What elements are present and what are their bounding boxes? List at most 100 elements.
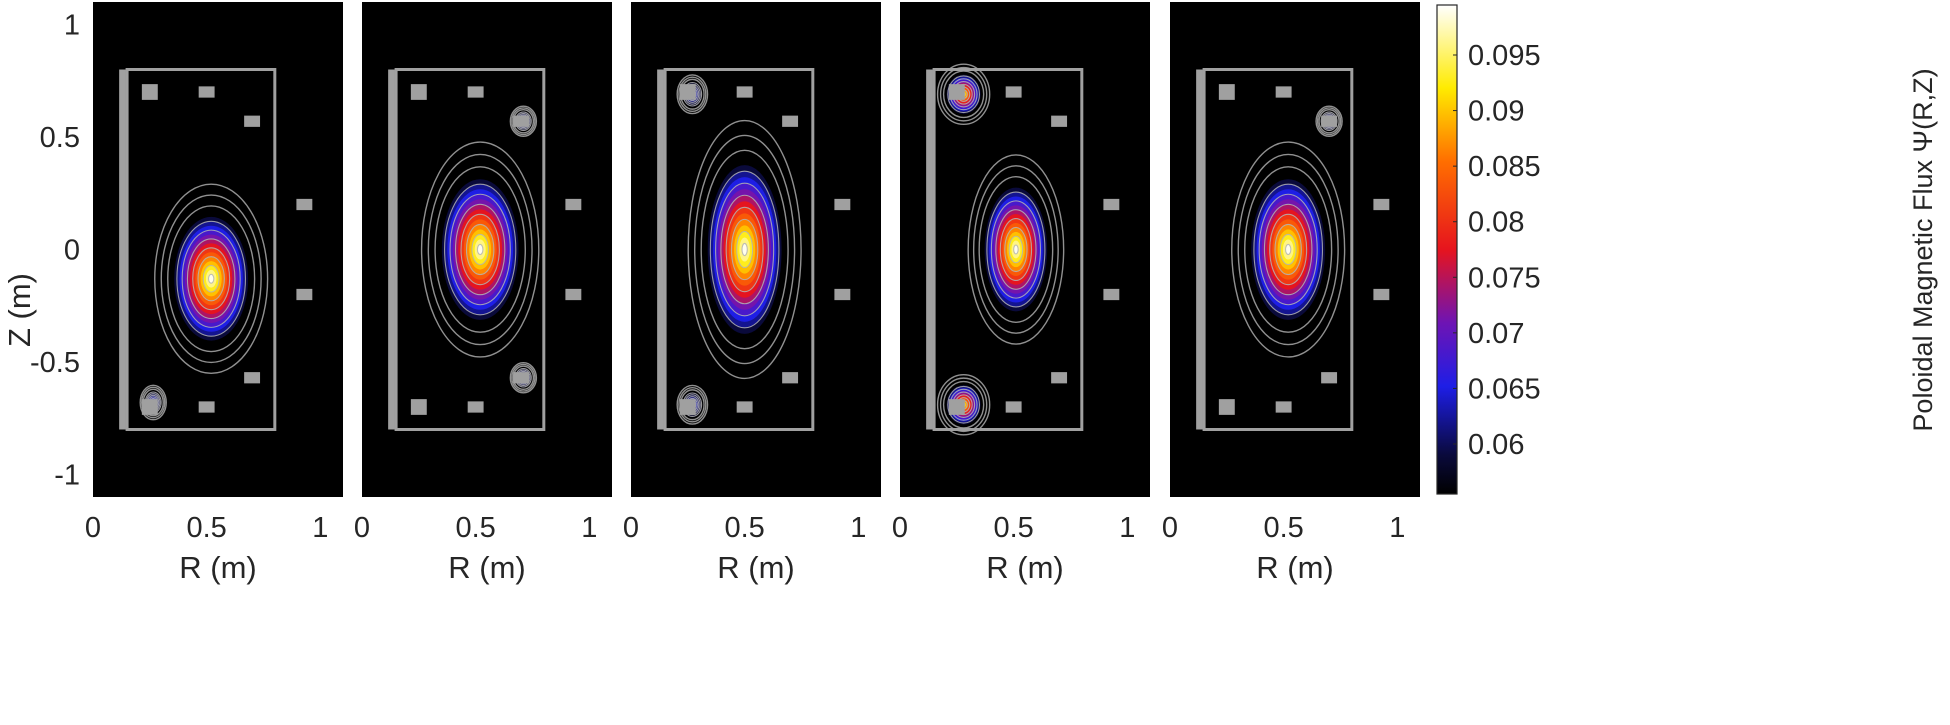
x-tick-label: 0.5: [993, 512, 1033, 544]
x-tick-label: 1: [1119, 512, 1135, 544]
y-tick-label: -1: [54, 460, 80, 492]
x-axis-label: R (m): [448, 550, 525, 585]
panel-3: 0 0.5 1 R (m): [623, 2, 881, 585]
flux-contour-outer: [687, 119, 802, 380]
x-tick-label: 0: [892, 512, 908, 544]
pf-coil: [1103, 288, 1120, 301]
pf-coil: [1321, 372, 1338, 384]
flux-contour-outer: [978, 176, 1054, 323]
flux-contour-outer: [434, 166, 526, 333]
panel-4: 0 0.5 1 R (m): [892, 2, 1150, 585]
y-tick-label: 1: [64, 10, 80, 42]
flux-contour: [1284, 243, 1292, 256]
pf-coil: [782, 115, 799, 127]
pf-coil: [565, 288, 582, 301]
pf-coil: [782, 372, 799, 384]
x-tick-label: 0: [354, 512, 370, 544]
flux-contour-outer: [936, 63, 991, 126]
flux-contour-outer: [509, 105, 538, 137]
vessel-wall: [932, 68, 1084, 431]
flux-contour-outer: [972, 165, 1059, 334]
flux-contour-outer: [939, 66, 988, 122]
colorbar-tick-label: 0.065: [1468, 373, 1541, 405]
x-tick-label: 0.5: [455, 512, 495, 544]
colorbar: 0.06 0.065 0.07 0.075 0.08 0.085 0.09 0.095 Polo…: [1436, 4, 1938, 495]
flux-contour-outer: [676, 384, 709, 425]
y-axis-label: Z (m): [2, 273, 37, 347]
x-tick-label: 0: [623, 512, 639, 544]
pf-coil: [1275, 401, 1292, 413]
central-solenoid: [926, 69, 933, 430]
pf-coil: [296, 288, 313, 301]
panel-1: 0 0.5 1 R (m): [85, 2, 343, 585]
pf-coil: [565, 198, 582, 211]
pf-coil: [834, 288, 851, 301]
pf-coil: [513, 372, 530, 384]
flux-contour-outer: [1318, 108, 1340, 134]
flux-contour: [1013, 244, 1019, 255]
pf-coil: [1321, 115, 1338, 127]
x-axis-label: R (m): [717, 550, 794, 585]
x-tick-label: 1: [850, 512, 866, 544]
pf-coil: [736, 401, 753, 413]
pf-coil: [1051, 372, 1068, 384]
flux-contour-outer: [141, 386, 166, 419]
pf-coil: [244, 372, 261, 384]
vessel-wall: [125, 68, 277, 431]
pf-coil: [679, 399, 696, 415]
flux-contour-outer: [154, 183, 269, 374]
pf-coil: [1005, 86, 1022, 98]
flux-contour-outer: [939, 377, 988, 433]
pf-coil: [244, 115, 261, 127]
flux-contour-outer: [420, 141, 540, 358]
y-tick-label: -0.5: [30, 347, 80, 379]
pf-coil: [296, 198, 313, 211]
flux-contour-outer: [942, 70, 985, 119]
flux-contour-outer: [694, 134, 796, 365]
flux-contour-outer: [1315, 105, 1343, 137]
colorbar-tick-label: 0.085: [1468, 151, 1541, 183]
colorbar-tick-label: 0.07: [1468, 318, 1524, 350]
flux-contour: [476, 243, 484, 256]
pf-coil: [1373, 198, 1390, 211]
pf-coil: [948, 84, 965, 100]
pf-coil: [679, 84, 696, 100]
central-solenoid: [119, 69, 126, 430]
flux-field: [1231, 105, 1346, 358]
pf-coil: [1103, 198, 1120, 211]
panel-5: 0 0.5 1 R (m): [1162, 2, 1420, 585]
y-tick-label: 0: [64, 235, 80, 267]
central-solenoid: [388, 69, 395, 430]
flux-contour-outer: [936, 373, 991, 436]
y-tick-label: 0.5: [40, 122, 80, 154]
x-tick-label: 0.5: [186, 512, 226, 544]
x-axis-label: R (m): [1256, 550, 1333, 585]
x-tick-label: 1: [1389, 512, 1405, 544]
pf-coil: [1218, 399, 1235, 415]
x-tick-label: 0: [1162, 512, 1178, 544]
pf-coil: [1005, 401, 1022, 413]
x-tick-label: 1: [581, 512, 597, 544]
flux-contour-outer: [700, 149, 789, 350]
flux-contour-outer: [1244, 166, 1333, 333]
pf-coil: [513, 115, 530, 127]
colorbar-tick-label: 0.06: [1468, 429, 1524, 461]
flux-contour-outer: [509, 362, 538, 394]
pf-coil: [467, 401, 484, 413]
flux-contour-outer: [942, 380, 985, 429]
x-axis-label: R (m): [986, 550, 1063, 585]
colorbar-label: Poloidal Magnetic Flux Ψ(R,Z): [1908, 68, 1938, 431]
colorbar-tick-label: 0.075: [1468, 262, 1541, 294]
pf-coil: [141, 84, 158, 100]
pf-coil: [736, 86, 753, 98]
colorbar-gradient: [1436, 4, 1458, 495]
flux-contour-outer: [1231, 141, 1346, 358]
flux-contour-outer: [1316, 107, 1342, 136]
flux-contour: [741, 242, 748, 257]
x-tick-label: 0.5: [724, 512, 764, 544]
y-axis: 1 0.5 0 -0.5 -1: [30, 10, 80, 492]
colorbar-tick-label: 0.09: [1468, 96, 1524, 128]
pf-coil: [467, 86, 484, 98]
flux-contour-outer: [511, 107, 536, 136]
flux-contour-outer: [511, 363, 536, 392]
